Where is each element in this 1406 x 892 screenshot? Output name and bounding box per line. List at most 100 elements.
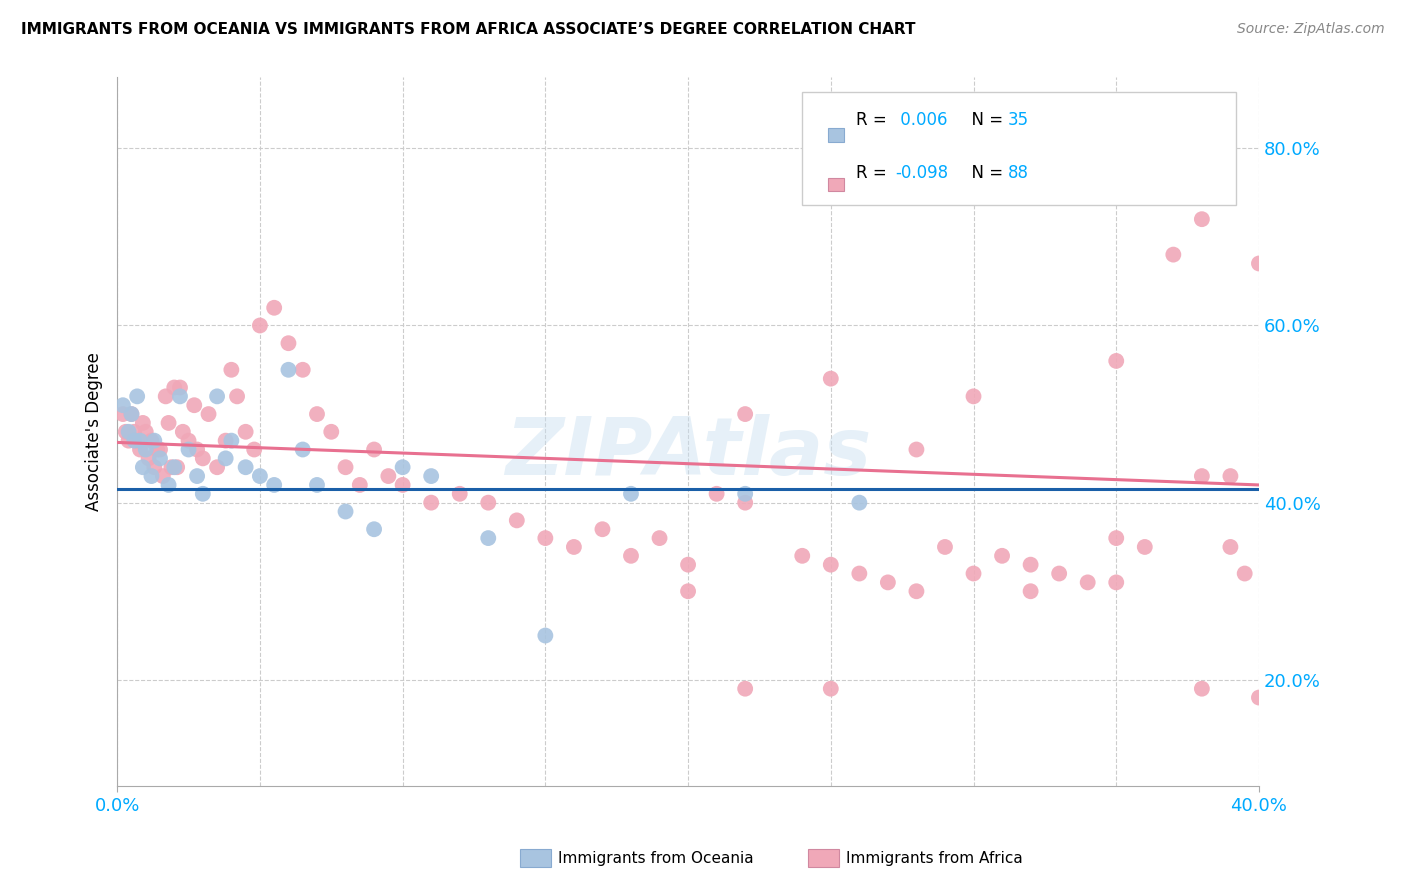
Point xyxy=(377,469,399,483)
Text: R =: R = xyxy=(856,164,891,182)
Point xyxy=(157,416,180,430)
Text: Immigrants from Oceania: Immigrants from Oceania xyxy=(558,851,754,865)
Point xyxy=(169,380,191,394)
Point xyxy=(962,389,984,403)
Text: -0.098: -0.098 xyxy=(896,164,948,182)
Point xyxy=(177,434,200,448)
Point xyxy=(820,681,842,696)
Text: 35: 35 xyxy=(1008,111,1029,129)
Point xyxy=(183,398,205,412)
Point xyxy=(820,558,842,572)
Point xyxy=(169,389,191,403)
Point xyxy=(172,425,194,439)
Text: 88: 88 xyxy=(1008,164,1028,182)
Point xyxy=(1077,575,1099,590)
Point xyxy=(1247,256,1270,270)
Point xyxy=(124,434,146,448)
Y-axis label: Associate's Degree: Associate's Degree xyxy=(86,352,103,511)
Point xyxy=(249,318,271,333)
Point xyxy=(962,566,984,581)
Point xyxy=(1019,584,1042,599)
Point xyxy=(391,460,413,475)
Point xyxy=(1219,469,1241,483)
Point xyxy=(129,434,152,448)
Point xyxy=(477,496,499,510)
Point xyxy=(1133,540,1156,554)
Point xyxy=(127,389,149,403)
Point xyxy=(117,425,139,439)
Point xyxy=(291,442,314,457)
Text: N =: N = xyxy=(962,111,1008,129)
Point xyxy=(706,487,728,501)
Point xyxy=(129,442,152,457)
Point xyxy=(263,478,285,492)
Point xyxy=(146,442,169,457)
Point xyxy=(166,460,188,475)
Point xyxy=(111,398,134,412)
Point xyxy=(127,434,149,448)
Point xyxy=(157,478,180,492)
Point xyxy=(1191,469,1213,483)
Point xyxy=(420,469,443,483)
Point xyxy=(121,407,143,421)
Point xyxy=(1191,212,1213,227)
Point xyxy=(792,549,814,563)
Point xyxy=(676,584,699,599)
Point xyxy=(235,425,257,439)
Point xyxy=(149,451,172,466)
Point xyxy=(363,522,385,536)
Point xyxy=(349,478,371,492)
Text: R =: R = xyxy=(856,111,891,129)
Point xyxy=(1191,681,1213,696)
Point xyxy=(734,487,756,501)
Point xyxy=(226,389,249,403)
Point xyxy=(177,442,200,457)
Point xyxy=(1247,690,1270,705)
Point xyxy=(905,584,928,599)
Point xyxy=(591,522,613,536)
Point xyxy=(121,407,143,421)
Point xyxy=(117,434,139,448)
Point xyxy=(848,566,870,581)
Point xyxy=(143,460,166,475)
Point xyxy=(1219,540,1241,554)
Point xyxy=(534,628,557,642)
Point xyxy=(1105,575,1128,590)
Point xyxy=(562,540,585,554)
Point xyxy=(235,460,257,475)
Point xyxy=(132,416,155,430)
Point xyxy=(820,371,842,385)
Point xyxy=(321,425,343,439)
Text: 0.006: 0.006 xyxy=(896,111,948,129)
Text: IMMIGRANTS FROM OCEANIA VS IMMIGRANTS FROM AFRICA ASSOCIATE’S DEGREE CORRELATION: IMMIGRANTS FROM OCEANIA VS IMMIGRANTS FR… xyxy=(21,22,915,37)
Point xyxy=(335,460,357,475)
Point xyxy=(1047,566,1070,581)
Point xyxy=(620,549,643,563)
Point xyxy=(135,425,157,439)
Point xyxy=(648,531,671,545)
Point xyxy=(205,460,228,475)
Point xyxy=(221,363,243,377)
Point xyxy=(934,540,956,554)
Point xyxy=(391,478,413,492)
Point xyxy=(534,531,557,545)
Point xyxy=(676,558,699,572)
Text: N =: N = xyxy=(962,164,1008,182)
Point xyxy=(141,469,163,483)
Point xyxy=(191,487,214,501)
Point xyxy=(991,549,1014,563)
Point xyxy=(506,513,529,527)
Point xyxy=(143,434,166,448)
Point xyxy=(249,469,271,483)
Text: Source: ZipAtlas.com: Source: ZipAtlas.com xyxy=(1237,22,1385,37)
Point xyxy=(221,434,243,448)
Point xyxy=(197,407,219,421)
Point xyxy=(291,363,314,377)
Point xyxy=(477,531,499,545)
Point xyxy=(905,442,928,457)
Point xyxy=(149,442,172,457)
Point xyxy=(141,434,163,448)
Point xyxy=(132,460,155,475)
Point xyxy=(734,407,756,421)
Point xyxy=(1105,531,1128,545)
